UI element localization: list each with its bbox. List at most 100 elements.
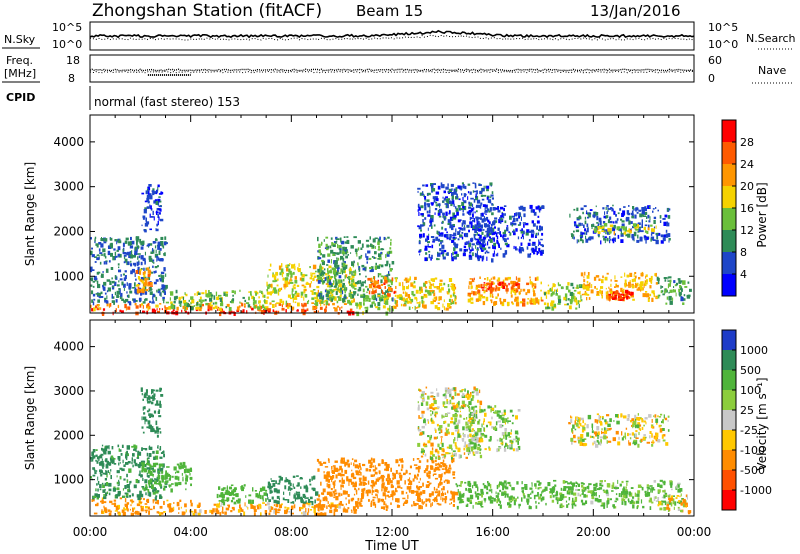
power-cell (617, 234, 620, 239)
power-cell (505, 284, 508, 288)
power-cell (664, 290, 666, 294)
power-cell (512, 288, 516, 290)
velocity-cell (340, 485, 342, 490)
power-cell (373, 256, 375, 259)
velocity-cell (262, 498, 264, 502)
velocity-cell (370, 457, 373, 461)
velocity-cell (434, 412, 437, 418)
velocity-cell (97, 488, 99, 492)
velocity-cell (472, 397, 474, 401)
velocity-cell (364, 476, 367, 482)
power-cell (571, 296, 575, 300)
power-cell (596, 227, 598, 232)
power-cell (655, 282, 659, 285)
power-cell (485, 289, 488, 292)
velocity-cell (511, 443, 513, 448)
velocity-cell (224, 499, 228, 502)
power-cell (321, 259, 324, 262)
power-cell (612, 221, 615, 224)
power-cell (610, 207, 612, 210)
power-cell (563, 296, 567, 301)
power-cell (234, 290, 236, 295)
power-cell (442, 200, 444, 203)
velocity-cell (362, 489, 365, 494)
power-cell (455, 243, 458, 248)
power-cell (533, 301, 536, 305)
velocity-cell (331, 466, 333, 470)
power-cell (667, 283, 671, 287)
power-cell (480, 238, 484, 242)
power-cell (635, 207, 639, 211)
power-cell (322, 274, 324, 277)
power-cell (622, 288, 625, 292)
beam-label: Beam 15 (356, 2, 423, 20)
power-cell (424, 202, 427, 207)
velocity-cell (268, 483, 272, 487)
power-cell (626, 274, 630, 278)
power-cell (146, 194, 150, 200)
power-cell (497, 209, 501, 213)
power-cell (477, 254, 479, 259)
velocity-cell (455, 414, 458, 418)
velocity-cell (431, 502, 433, 506)
power-cell (628, 205, 630, 207)
velocity-cell (346, 459, 350, 463)
power-cell (507, 276, 511, 280)
power-cell (114, 251, 117, 256)
velocity-cell (440, 436, 443, 438)
velocity-cell (424, 501, 426, 504)
power-cell (638, 226, 642, 229)
velocity-cell (285, 477, 287, 480)
power-cell (253, 305, 257, 309)
power-cell (600, 286, 604, 289)
velocity-cell (372, 465, 375, 468)
velocity-cell (378, 470, 381, 474)
velocity-cell (169, 507, 173, 512)
power-cell (135, 270, 139, 274)
power-cell (408, 297, 411, 301)
power-cell (578, 222, 582, 226)
power-cell (144, 270, 146, 274)
velocity-cell (176, 501, 180, 507)
velocity-cell (448, 401, 451, 405)
power-cell (621, 220, 625, 223)
velocity-cell (430, 434, 432, 439)
velocity-cell (138, 451, 142, 456)
velocity-cell (212, 508, 215, 513)
power-cell (441, 249, 445, 254)
power-cell (364, 280, 366, 284)
velocity-cell (155, 462, 159, 466)
velocity-cell (142, 416, 147, 420)
power-cell (97, 299, 100, 303)
power-cell (418, 304, 421, 308)
velocity-cell (367, 480, 370, 485)
velocity-cell (293, 504, 296, 509)
velocity-cell (190, 483, 192, 487)
velocity-cell (136, 494, 141, 498)
power-cell (115, 308, 117, 312)
velocity-cell (118, 479, 120, 484)
power-cell (532, 287, 534, 293)
power-cell (594, 213, 597, 216)
power-cell (537, 232, 539, 236)
power-cell (327, 271, 329, 275)
ytick-label: 3000 (53, 180, 84, 194)
velocity-cell (462, 404, 466, 408)
power-cell (147, 243, 150, 247)
power-cell (361, 264, 365, 268)
power-cell (500, 217, 503, 221)
velocity-cell (451, 388, 454, 391)
velocity-cell (197, 505, 200, 508)
power-cell (424, 245, 428, 250)
power-cell (568, 289, 571, 293)
power-cell (613, 237, 617, 240)
power-cell (459, 228, 462, 230)
power-cell (153, 270, 156, 274)
velocity-cell (309, 496, 313, 500)
velocity-cell (377, 498, 380, 503)
velocity-cell (123, 507, 125, 510)
power-cell (426, 210, 429, 214)
power-cell (90, 270, 93, 273)
power-cell (557, 303, 561, 305)
power-cell (163, 241, 167, 246)
